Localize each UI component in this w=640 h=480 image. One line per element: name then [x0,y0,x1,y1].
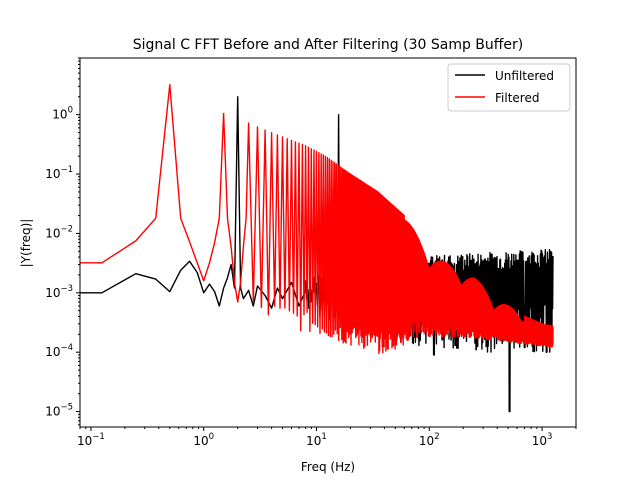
x-tick-label: 100 [193,432,214,448]
legend-label-unfiltered: Unfiltered [495,69,554,83]
x-tick-label: 103 [532,432,553,448]
y-tick-label: 10−5 [45,403,73,419]
y-tick-label: 10−2 [45,224,73,240]
y-tick-label: 100 [52,106,73,122]
legend: Unfiltered Filtered [447,63,571,112]
y-tick-label: 10−1 [45,165,73,181]
y-axis-ticks: 10−5 10−4 10−3 10−2 10−1 100 [45,57,80,426]
x-tick-label: 102 [419,432,440,448]
y-axis-label: |Y(freq)| [19,219,33,268]
series-line-filtered [80,84,554,355]
series-layer [80,84,554,413]
x-axis-ticks: 10−1 100 101 102 103 [77,427,577,448]
y-tick-label: 10−3 [45,284,73,300]
x-tick-label: 10−1 [77,432,105,448]
chart-title: Signal C FFT Before and After Filtering … [133,37,524,53]
x-tick-label: 101 [306,432,327,448]
y-tick-label: 10−4 [45,343,73,359]
legend-label-filtered: Filtered [495,91,539,105]
x-axis-label: Freq (Hz) [301,460,355,474]
